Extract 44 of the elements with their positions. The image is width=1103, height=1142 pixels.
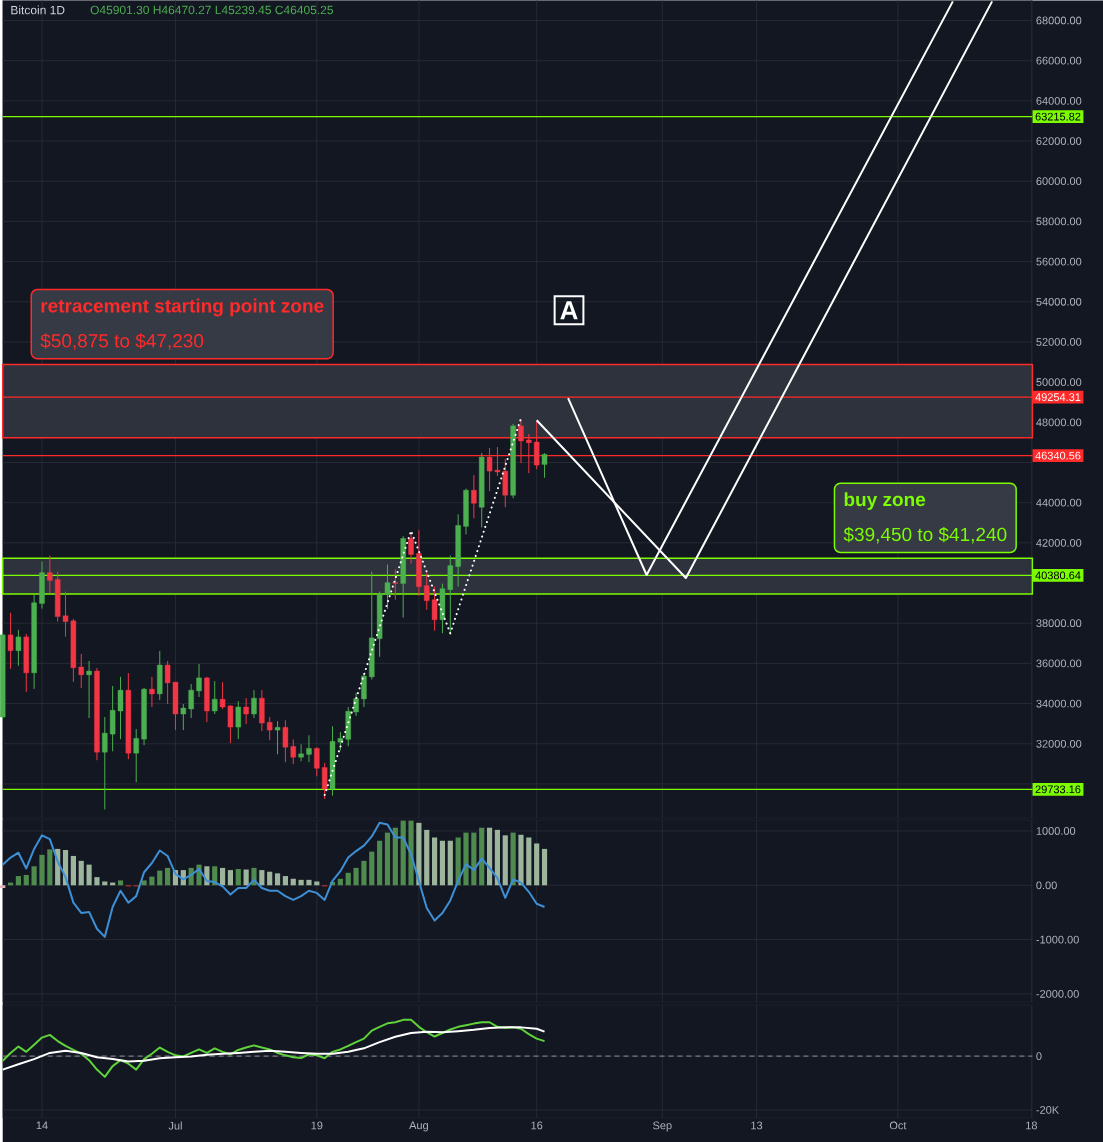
y-tick-label: 56000.00	[1036, 257, 1082, 266]
ref-line-label: 40380.64	[1035, 571, 1081, 580]
y-tick-label: 1000.00	[1036, 827, 1076, 835]
y-tick-label: -2000.00	[1036, 990, 1079, 998]
y-tick-label: 42000.00	[1035, 538, 1082, 547]
y-tick-label: 66000.00	[1036, 56, 1082, 65]
ref-line-label: 46340.56	[1035, 451, 1081, 460]
ref-line-label: 29733.16	[1035, 785, 1081, 794]
y-tick-label: 54000.00	[1036, 297, 1082, 306]
x-tick-label: 14	[36, 1121, 48, 1130]
y-tick-label: 44000.00	[1035, 498, 1082, 507]
x-tick-label: 13	[751, 1121, 763, 1130]
y-tick-label: 52000.00	[1036, 338, 1082, 346]
y-tick-label: 62000.00	[1036, 137, 1082, 145]
y-tick-label: 58000.00	[1036, 217, 1082, 226]
y-tick-label: 32000.00	[1036, 739, 1082, 748]
x-tick-label: Oct	[889, 1121, 907, 1130]
y-tick-label: 0.00	[1036, 881, 1057, 890]
y-tick-label: 34000.00	[1036, 699, 1082, 708]
y-tick-label: 64000.00	[1036, 96, 1082, 105]
y-tick-label: 50000.00	[1036, 378, 1082, 387]
y-tick-label: 36000.00	[1036, 659, 1082, 668]
annotation: $50,875 to $47,230	[40, 333, 204, 350]
x-tick-label: 16	[531, 1121, 543, 1130]
ref-line-label: 49254.31	[1035, 393, 1081, 401]
y-tick-label: 38000.00	[1036, 619, 1082, 628]
y-tick-label: 0	[1036, 1052, 1042, 1061]
x-tick-label: Aug	[408, 1121, 428, 1132]
annotation: $39,450 to $41,240	[843, 526, 1007, 544]
band-label: buy zone	[844, 492, 925, 510]
x-tick-label: Sep	[652, 1121, 672, 1132]
y-tick-label: 60000.00	[1036, 177, 1082, 186]
ref-line-label: 63215.82	[1035, 112, 1081, 121]
y-tick-label: 68000.00	[1036, 16, 1082, 25]
x-tick-label: Jul	[168, 1121, 182, 1130]
y-tick-label: 48000.00	[1035, 418, 1082, 427]
x-tick-label: 19	[311, 1121, 323, 1130]
chart-subtitle: O45901.30 H46470.27 L45239.45 C46405.25	[90, 5, 333, 15]
y-tick-label: -1000.00	[1036, 935, 1079, 944]
legend-label: retracement starting point zone	[41, 298, 324, 317]
chart-title: Bitcoin 1D	[11, 5, 65, 15]
y-tick-label: -20K	[1036, 1106, 1059, 1114]
annotation: A	[560, 301, 578, 320]
x-tick-label: 18	[1025, 1121, 1037, 1130]
